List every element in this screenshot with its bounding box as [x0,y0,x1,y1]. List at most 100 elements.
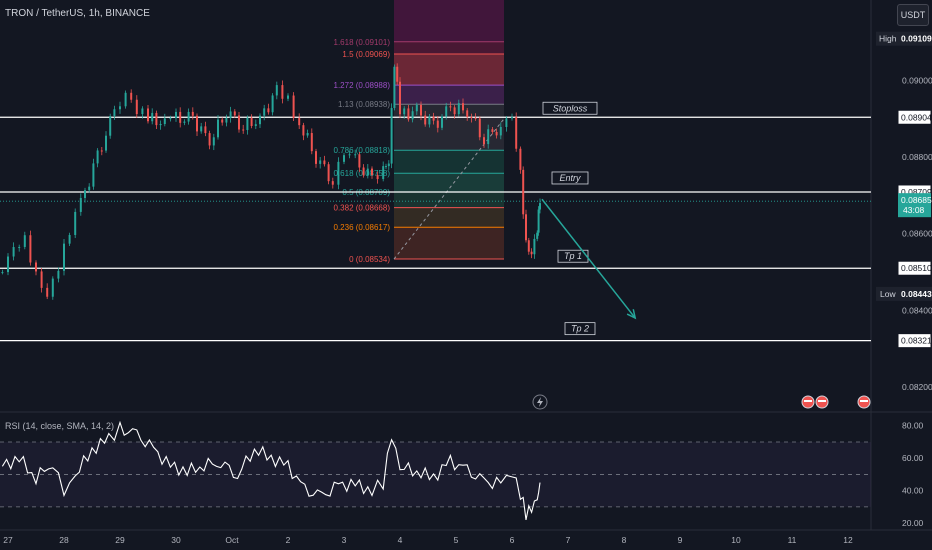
level-price-label: 0.08904 [901,112,932,122]
horizontal-levels[interactable]: Stoploss Entry Tp 1 Tp 2 [0,101,871,342]
time-tick-label: 2 [286,535,291,545]
fib-level-label: 1.13 (0.08938) [338,100,390,109]
candle-body [130,92,133,100]
time-tick-label: 8 [622,535,627,545]
level-price-tag [897,333,932,349]
candle-body [292,95,295,118]
candle-body [12,247,15,257]
fib-zone [394,207,504,228]
candle-body [212,137,215,146]
candle-body [515,117,518,149]
candle-body [68,234,71,244]
candle-body [221,119,224,123]
candle-body [18,246,21,248]
candle-body [275,85,278,96]
event-icon-mark [804,400,812,402]
candle-body [259,115,261,125]
candle-body [179,111,182,123]
candle-body [393,66,396,109]
candle-body [298,117,301,126]
candle-body [23,235,26,247]
candle-body [105,135,107,151]
candle-body [466,110,469,118]
candle-body [511,117,513,119]
time-tick-label: 28 [59,535,69,545]
fibonacci-retracement[interactable]: 1.618 (0.09101) 1.5 (0.09069) 1.272 (0.089… [334,0,505,264]
projection-arrowhead [626,309,637,320]
level-label: Tp 1 [564,251,582,261]
candle-body [537,209,540,233]
fib-zone [394,173,504,192]
rsi-tick-label: 40.00 [902,486,924,496]
low-value: 0.08443 [901,289,932,299]
candle-body [436,120,439,128]
candle-body [88,186,91,191]
price-tick-label: 0.08600 [902,229,932,239]
level-label-box [542,101,598,115]
level-price-tag [897,109,932,125]
high-tag [876,31,932,46]
candle-body [302,125,305,136]
time-axis[interactable]: 27 28 29 30 Oct 2 3 4 5 6 7 8 9 10 11 12 [3,535,853,545]
candle-body [449,106,452,108]
candle-body [263,108,266,116]
currency-button[interactable]: USDT [897,4,929,26]
candle-body [46,287,49,297]
candle-body [51,278,54,297]
candle-body [525,214,527,241]
rsi-indicator-title[interactable]: RSI (14, close, SMA, 14, 2) [5,421,115,431]
fib-level-label: 0 (0.08534) [349,255,390,264]
candle-body [57,270,60,279]
candle-body [420,104,422,116]
candle-body [310,133,313,152]
candle-body [323,160,326,165]
candle-body [159,124,162,126]
candle-body [124,92,127,107]
time-tick-label: 4 [398,535,403,545]
candle-body [403,108,406,115]
candle-body [217,119,219,138]
candle-body [445,106,448,117]
current-price-tag [898,193,931,218]
time-tick-label: 27 [3,535,13,545]
rsi-tick-label: 20.00 [902,518,924,528]
rsi-pane[interactable]: 80.00 60.00 40.00 20.00 [0,420,924,528]
candle-body [487,129,490,145]
candle-body [424,115,427,125]
level-label: Entry [559,173,581,183]
event-icon-mark [818,400,826,402]
candle-body [371,168,373,176]
candle-body [29,235,32,263]
grid-lines [0,0,932,531]
candle-body [191,111,194,116]
candle-body [40,271,43,288]
time-tick-label: Oct [225,535,239,545]
candle-body [74,211,77,235]
projection-arrow[interactable] [541,198,637,320]
level-label: Stoploss [553,103,588,113]
rsi-tick-label: 60.00 [902,453,924,463]
candle-body [358,154,361,168]
current-price-value: 0.08685 [901,195,932,205]
candle-body [196,115,198,132]
candle-body [348,154,351,156]
time-tick-label: 11 [788,535,797,545]
lightning-icon [532,394,548,410]
candle-body [354,154,357,156]
candle-body [96,150,99,164]
candle-body [462,103,464,111]
candle-body [113,109,116,117]
candle-body [441,116,443,128]
candle-body [453,107,456,115]
price-axis[interactable]: 0.09000 0.08800 0.08600 0.08400 0.08200 0.089… [876,31,932,392]
candle-body [271,95,274,113]
candle-body [315,151,317,164]
candle-body [327,164,330,182]
rsi-tick-label: 80.00 [902,421,924,431]
high-label: High [879,34,897,44]
candle-body [141,108,144,115]
candle-body [35,262,37,272]
candle-body [100,150,103,152]
candle-body [495,131,498,136]
